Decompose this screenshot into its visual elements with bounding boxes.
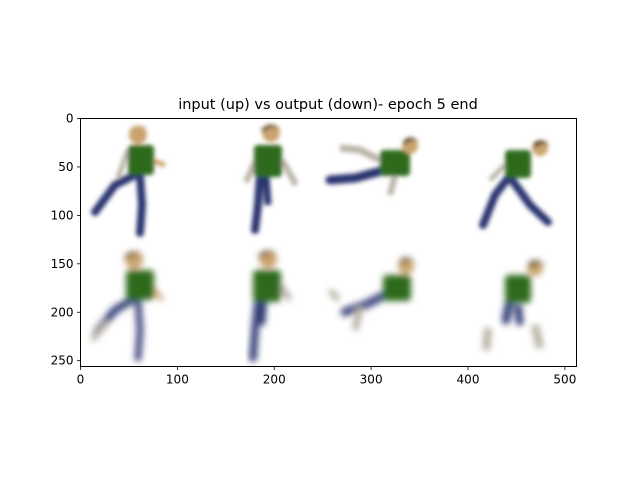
y-tick-label: 0 <box>66 112 74 126</box>
tile-output-3 <box>482 260 545 351</box>
axes-frame <box>80 118 577 367</box>
y-tick-label: 150 <box>51 257 74 271</box>
x-axis: 0 100 200 300 400 500 <box>77 366 576 387</box>
x-tick-label: 100 <box>166 373 189 387</box>
tile-input-2 <box>325 137 419 196</box>
y-tick-label: 250 <box>51 354 74 368</box>
x-tick-label: 400 <box>457 373 480 387</box>
y-tick-label: 100 <box>51 208 74 222</box>
tile-input-3 <box>479 140 552 229</box>
x-tick-label: 0 <box>77 373 85 387</box>
y-axis: 0 50 100 150 200 250 <box>51 112 81 368</box>
tile-input-0 <box>91 125 166 237</box>
tile-output-0 <box>89 251 164 362</box>
tile-output-2 <box>327 257 415 331</box>
chart-title: input (up) vs output (down)- epoch 5 end <box>178 97 478 113</box>
x-tick-label: 300 <box>360 373 383 387</box>
tile-output-1 <box>249 250 293 362</box>
y-tick-label: 50 <box>58 160 73 174</box>
image-area <box>81 119 576 366</box>
tile-input-1 <box>243 124 299 234</box>
x-tick-label: 500 <box>553 373 576 387</box>
y-tick-label: 200 <box>51 305 74 319</box>
x-tick-label: 200 <box>263 373 286 387</box>
